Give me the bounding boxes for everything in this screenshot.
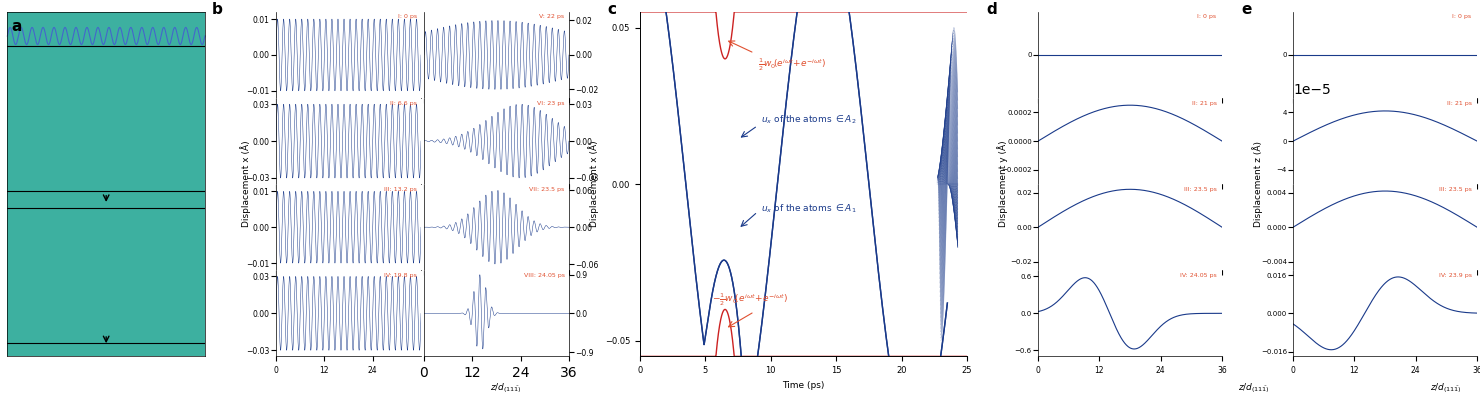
X-axis label: Time (ps): Time (ps) <box>783 381 824 390</box>
Text: II: 6.6 ps: II: 6.6 ps <box>389 101 417 106</box>
Text: $z/d_{(11\bar{1})}$: $z/d_{(11\bar{1})}$ <box>490 381 522 394</box>
Bar <box>7 208 204 343</box>
Text: a: a <box>12 19 22 34</box>
Y-axis label: Displacement x (Å): Displacement x (Å) <box>589 141 599 227</box>
Text: VI: 23 ps: VI: 23 ps <box>537 101 564 106</box>
Text: $z/d_{(11\bar{1})}$: $z/d_{(11\bar{1})}$ <box>1430 381 1462 394</box>
Text: VII: 23.5 ps: VII: 23.5 ps <box>530 187 564 192</box>
Text: III: 13.2 ps: III: 13.2 ps <box>383 187 417 192</box>
Text: $z/d_{(11\bar{1})}$: $z/d_{(11\bar{1})}$ <box>1237 381 1270 394</box>
Text: II: 21 ps: II: 21 ps <box>1191 101 1217 106</box>
Y-axis label: Displacement y (Å): Displacement y (Å) <box>996 141 1008 227</box>
Text: I: 0 ps: I: 0 ps <box>398 15 417 19</box>
Text: VIII: 24.05 ps: VIII: 24.05 ps <box>524 273 564 278</box>
Text: $u_x$ of the atoms $\in A_2$: $u_x$ of the atoms $\in A_2$ <box>761 113 857 126</box>
Text: I: 0 ps: I: 0 ps <box>1197 15 1217 19</box>
Text: IV: 24.05 ps: IV: 24.05 ps <box>1180 273 1217 278</box>
Text: $u_x$ of the atoms $\in A_1$: $u_x$ of the atoms $\in A_1$ <box>761 203 857 215</box>
Text: I: 0 ps: I: 0 ps <box>1452 15 1471 19</box>
Text: c: c <box>607 2 616 17</box>
Text: III: 23.5 ps: III: 23.5 ps <box>1184 187 1217 192</box>
Text: $-\frac{1}{2}w_0\!\left(e^{i\omega t}\!+\!e^{-i\omega t}\right)$: $-\frac{1}{2}w_0\!\left(e^{i\omega t}\!+… <box>712 291 787 308</box>
Text: II: 21 ps: II: 21 ps <box>1446 101 1471 106</box>
Bar <box>7 46 204 191</box>
Text: IV: 19.8 ps: IV: 19.8 ps <box>383 273 417 278</box>
Y-axis label: Displacement x (Å): Displacement x (Å) <box>240 141 252 227</box>
Text: III: 23.5 ps: III: 23.5 ps <box>1439 187 1471 192</box>
Text: $\frac{1}{2}w_0\!\left(e^{i\omega t}\!+\!e^{-i\omega t}\right)$: $\frac{1}{2}w_0\!\left(e^{i\omega t}\!+\… <box>758 57 826 73</box>
Text: d: d <box>987 2 998 17</box>
Text: IV: 23.9 ps: IV: 23.9 ps <box>1439 273 1471 278</box>
Text: e: e <box>1242 2 1252 17</box>
Y-axis label: Displacement z (Å): Displacement z (Å) <box>1252 141 1262 227</box>
Text: b: b <box>212 2 222 17</box>
Text: V: 22 ps: V: 22 ps <box>540 15 564 19</box>
